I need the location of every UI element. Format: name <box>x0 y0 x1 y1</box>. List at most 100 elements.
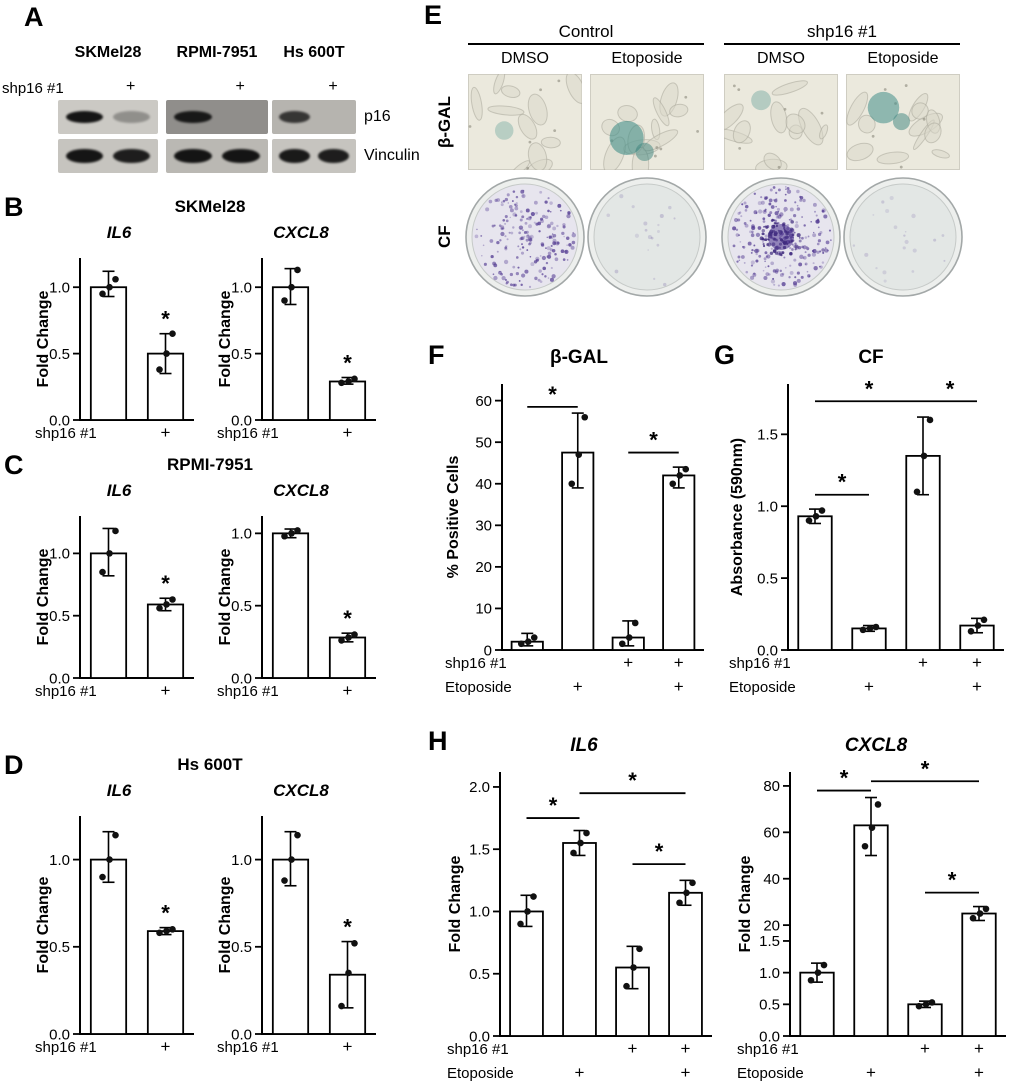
svg-text:60: 60 <box>763 825 780 842</box>
data-point <box>169 596 176 603</box>
x-row-symbol: + <box>681 1039 691 1058</box>
svg-text:0.0: 0.0 <box>231 412 252 429</box>
svg-text:0.0: 0.0 <box>49 670 70 687</box>
data-point <box>583 829 590 837</box>
panel-c-title: RPMI-7951 <box>167 455 253 474</box>
panel-a-label: A <box>24 2 44 32</box>
data-point <box>288 283 295 291</box>
blot-band <box>278 111 310 123</box>
data-point <box>636 945 643 953</box>
chart-svg-D-IL6: 0.0 0.5 1.0 Fold Change * shp16 #1 + <box>35 816 194 1056</box>
svg-text:0.0: 0.0 <box>231 670 252 687</box>
x-row-label: shp16 #1 <box>217 425 279 442</box>
data-point <box>338 1002 345 1010</box>
significance-star: * <box>549 793 558 818</box>
data-point <box>524 908 531 915</box>
x-row-symbol: + <box>573 677 583 696</box>
svg-text:0.5: 0.5 <box>49 608 70 625</box>
significance-star: * <box>628 768 637 793</box>
data-point <box>345 634 352 641</box>
x-row-symbol: + <box>864 677 874 696</box>
x-row-label: shp16 #1 <box>447 1041 509 1058</box>
x-row-label: shp16 #1 <box>445 655 507 672</box>
bar-D-IL6-0 <box>89 858 128 1035</box>
significance-star: * <box>840 766 849 791</box>
data-point <box>818 507 826 514</box>
x-row-label: Etoposide <box>737 1065 804 1082</box>
data-point <box>338 379 345 387</box>
data-point <box>294 527 301 534</box>
x-row-label: Etoposide <box>729 679 796 696</box>
svg-text:Fold Change: Fold Change <box>217 876 234 973</box>
chart-d-cxcl8: CXCL8 0.0 0.5 1.0 Fold Change * shp16 #1 + <box>216 780 386 1062</box>
data-point <box>868 824 876 831</box>
significance-star: * <box>161 571 170 596</box>
x-row-symbol: + <box>674 653 684 672</box>
data-point <box>345 378 352 385</box>
svg-text:1.0: 1.0 <box>759 965 780 982</box>
data-point <box>294 266 301 274</box>
svg-text:0: 0 <box>484 642 492 659</box>
blot-band <box>222 149 260 163</box>
data-point <box>976 910 984 917</box>
x-row-label: shp16 #1 <box>35 1039 97 1056</box>
chart-c-cxcl8: CXCL8 0.0 0.5 1.0 Fold Change * shp16 #1 + <box>216 480 386 706</box>
svg-text:80: 80 <box>763 778 780 795</box>
bgal-row-label: β-GAL <box>435 96 454 148</box>
data-point <box>969 914 977 922</box>
chart-svg-F-BGAL: 0 10 20 30 40 50 60 % Positive Cells * * shp16 #1 +… <box>445 382 704 696</box>
blot-band <box>66 149 103 163</box>
vinculin-blot-2 <box>272 139 356 173</box>
data-point <box>169 330 176 337</box>
data-point <box>623 982 630 990</box>
svg-text:40: 40 <box>763 871 780 888</box>
chart-title: IL6 <box>106 781 132 800</box>
data-point <box>676 899 683 907</box>
svg-text:1.0: 1.0 <box>49 546 70 563</box>
x-row-label: shp16 #1 <box>35 683 97 700</box>
svg-text:1.0: 1.0 <box>231 852 252 869</box>
chart-title: IL6 <box>106 223 132 242</box>
x-row-symbol: + <box>575 1063 585 1082</box>
svg-text:Fold Change: Fold Change <box>737 855 754 952</box>
svg-text:0.5: 0.5 <box>49 346 70 363</box>
x-row-label: shp16 #1 <box>217 683 279 700</box>
vinculin-blot-1 <box>166 139 268 173</box>
bar-H-CXCL8-2 <box>907 1003 943 1037</box>
chart-title: IL6 <box>570 735 598 756</box>
chart-title: CXCL8 <box>273 223 329 242</box>
bar-G-CF-0 <box>797 515 833 651</box>
data-point <box>581 413 589 421</box>
bgal-image-3 <box>846 74 960 170</box>
x-row-symbol: + <box>623 653 633 672</box>
svg-text:0.5: 0.5 <box>757 570 778 587</box>
data-point <box>980 616 988 624</box>
svg-text:0.5: 0.5 <box>469 966 490 983</box>
bar-B-IL6-0 <box>89 286 128 421</box>
data-point <box>926 416 934 424</box>
data-point <box>669 480 677 488</box>
panel-d-label: D <box>4 750 24 780</box>
svg-text:10: 10 <box>475 601 492 618</box>
col-header-etoposide-2: Etoposide <box>867 50 939 67</box>
x-row-label: shp16 #1 <box>737 1041 799 1058</box>
data-point <box>112 275 119 283</box>
cf-dish-1 <box>587 177 707 297</box>
bar-H-CXCL8-3 <box>961 912 997 1037</box>
significance-star: * <box>948 868 957 893</box>
data-point <box>913 488 921 496</box>
svg-text:Fold Change: Fold Change <box>217 290 234 387</box>
blot-band <box>113 149 150 163</box>
chart-b-il6: IL6 0.0 0.5 1.0 Fold Change * shp16 #1 + <box>34 222 204 448</box>
data-point <box>920 452 928 460</box>
bar-D-CXCL8-0 <box>271 858 310 1035</box>
svg-text:0.5: 0.5 <box>759 997 780 1014</box>
p16-blot-2 <box>272 100 356 134</box>
data-point <box>351 940 358 947</box>
svg-text:20: 20 <box>475 559 492 576</box>
data-point <box>530 634 538 641</box>
bar-H-IL6-0 <box>509 910 544 1037</box>
svg-text:0.5: 0.5 <box>231 939 252 956</box>
chart-title: IL6 <box>106 481 132 500</box>
